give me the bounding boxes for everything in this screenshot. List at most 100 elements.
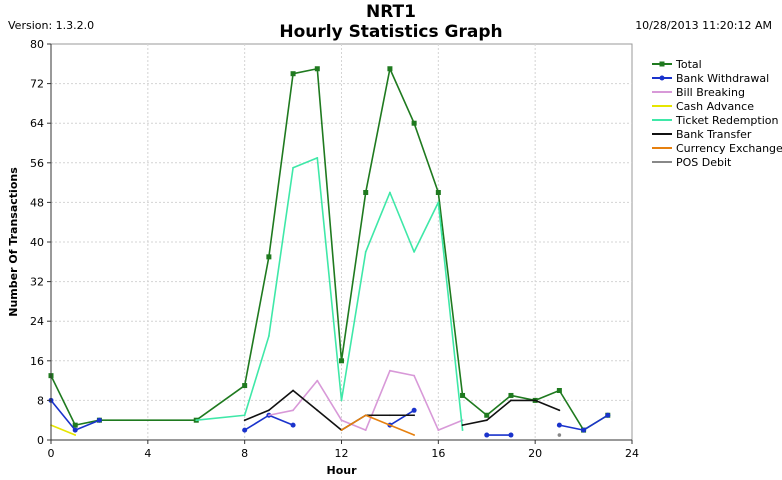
data-point [364,251,367,253]
data-point [292,389,294,392]
chart-title-line2: Hourly Statistics Graph [279,22,503,42]
data-point [413,434,416,436]
legend-label: Ticket Redemption [675,114,779,127]
series-bill-breaking [267,369,464,431]
legend-marker [659,75,665,81]
data-point [364,414,367,417]
grid-lines [50,43,633,441]
data-point [267,335,270,337]
series-pos-debit [557,433,562,437]
data-point [243,419,246,422]
series-currency-exchange [340,414,416,436]
legend-item: Bank Withdrawal [652,72,769,85]
data-point [581,427,587,433]
x-axis-title: Hour [326,464,357,477]
legend-label: Bank Withdrawal [676,72,769,85]
data-point [484,412,490,418]
y-tick-label: 0 [37,434,44,447]
data-point [316,409,319,412]
data-point [267,409,270,412]
legend-marker [659,61,665,67]
data-point [411,407,417,413]
y-tick-label: 40 [30,236,44,249]
data-point [72,427,78,433]
data-point [461,429,464,431]
data-point [340,429,343,431]
data-point [411,120,417,126]
data-point [267,414,270,417]
y-tick-label: 8 [37,394,44,407]
data-point [243,414,246,417]
data-point [534,399,537,402]
series-bank-transfer [243,389,561,431]
data-point [195,419,198,422]
data-point [437,201,440,204]
legend-item: Cash Advance [652,100,754,113]
series-layer [48,66,611,438]
data-point [290,71,296,77]
series-ticket-redemption [195,156,464,431]
x-tick-label: 0 [48,447,55,460]
data-point [292,166,294,169]
legend-label: Bank Transfer [676,128,752,141]
data-point [96,417,102,423]
data-point [435,190,441,195]
data-point [558,409,561,412]
data-point [242,427,248,433]
y-axis-title: Number Of Transactions [7,167,20,317]
x-tick-label: 12 [335,447,349,460]
data-point [413,374,416,377]
data-point [389,424,391,427]
x-tick-label: 4 [144,447,151,460]
y-tick-label: 56 [30,157,44,170]
y-tick-label: 48 [30,196,44,209]
data-point [556,422,562,428]
data-point [316,156,319,159]
legend-label: Bill Breaking [676,86,745,99]
data-point [484,432,490,438]
chart-title-line1: NRT1 [366,2,416,22]
data-point [72,422,78,428]
x-tick-label: 24 [625,447,639,460]
y-tick-label: 16 [30,355,44,368]
data-point [340,399,343,402]
data-point [266,254,272,260]
data-point [508,392,514,398]
series-line [341,414,415,436]
data-point [461,424,464,427]
x-tick-label: 16 [431,447,445,460]
x-tick-label: 20 [528,447,542,460]
data-point [364,429,367,431]
series-bank-withdrawal [48,397,611,438]
series-line [244,389,415,431]
data-point [339,358,344,364]
data-point [389,414,391,417]
series-line [389,409,415,426]
data-point [605,412,611,418]
series-line [50,67,609,431]
y-tick-label: 24 [30,315,44,328]
data-point [363,190,369,195]
legend-label: POS Debit [676,156,732,169]
data-point [485,419,488,422]
y-tick-label: 32 [30,276,44,289]
data-point [290,422,296,428]
y-tick-label: 80 [30,38,44,51]
data-point [387,66,393,72]
data-point [314,66,320,72]
data-point [292,409,294,412]
data-point [508,432,514,438]
y-tick-label: 72 [30,78,44,91]
data-point [510,399,512,402]
legend-label: Total [675,58,702,71]
data-point [460,392,466,398]
y-tick-label: 64 [30,117,44,130]
version-label: Version: 1.3.2.0 [8,19,95,32]
series-line [50,424,76,436]
legend-item: Ticket Redemption [652,114,779,127]
legend-item: Bill Breaking [652,86,745,99]
timestamp-label: 10/28/2013 11:20:12 AM [635,19,772,32]
